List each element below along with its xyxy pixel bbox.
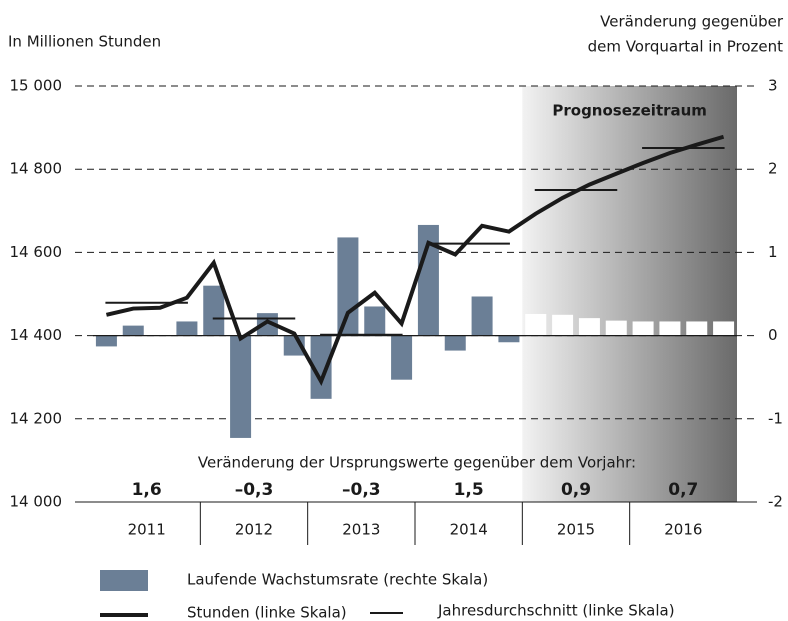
x-tick-label: 2012 — [235, 521, 273, 539]
line — [105, 134, 725, 387]
bar — [552, 314, 574, 336]
bar — [713, 321, 735, 336]
bar — [659, 321, 681, 336]
x-tick-label: 2016 — [664, 521, 702, 539]
y2-axis-label: Veränderung gegenüber — [600, 13, 784, 31]
annual-change-label: 0,9 — [561, 480, 591, 500]
x-tick-label: 2011 — [128, 521, 166, 539]
y2-tick-label: 0 — [768, 326, 778, 344]
legend-label: Stunden (linke Skala) — [187, 604, 347, 621]
legend-label: Laufende Wachstumsrate (rechte Skala) — [187, 571, 488, 589]
annual-change-label: 1,5 — [454, 480, 484, 500]
y2-tick-label: -2 — [768, 493, 783, 511]
bar — [337, 237, 359, 336]
bar — [632, 321, 654, 336]
y-tick-label: 14 600 — [10, 243, 63, 261]
annual-change-label: –0,3 — [342, 480, 381, 500]
bar — [471, 296, 493, 336]
bar — [95, 335, 117, 347]
y-tick-label: 14 200 — [10, 409, 63, 427]
bar — [444, 335, 466, 351]
bar — [364, 306, 386, 336]
bar — [391, 335, 413, 380]
bar — [310, 335, 332, 399]
forecast-label: Prognosezeitraum — [552, 102, 707, 120]
y2-tick-label: 1 — [768, 243, 778, 261]
y2-tick-label: 2 — [768, 160, 778, 178]
bar — [122, 325, 144, 336]
legend-swatch — [100, 570, 148, 591]
annual-title: Veränderung der Ursprungswerte gegenüber… — [198, 454, 636, 472]
bar — [176, 321, 198, 336]
bar — [230, 335, 252, 438]
annual-change-label: –0,3 — [235, 480, 274, 500]
legend-label: Jahresdurchschnitt (linke Skala) — [437, 602, 675, 620]
bar — [605, 320, 627, 336]
y2-axis-label: dem Vorquartal in Prozent — [588, 38, 784, 56]
bar — [525, 313, 547, 336]
forecast-region — [522, 86, 737, 502]
bar — [686, 321, 708, 336]
bar — [578, 318, 600, 336]
bar — [498, 335, 520, 343]
y2-tick-label: -1 — [768, 409, 783, 427]
y-tick-label: 15 000 — [10, 77, 63, 95]
annual-change-label: 0,7 — [668, 480, 698, 500]
x-tick-label: 2013 — [342, 521, 380, 539]
y-tick-label: 14 400 — [10, 326, 63, 344]
x-tick-label: 2014 — [450, 521, 488, 539]
y-axis-label: In Millionen Stunden — [8, 33, 161, 51]
y-tick-label: 14 800 — [10, 160, 63, 178]
bar — [203, 285, 225, 336]
annual-change-label: 1,6 — [132, 480, 162, 500]
y-tick-label: 14 000 — [10, 493, 63, 511]
y2-tick-label: 3 — [768, 77, 778, 95]
x-tick-label: 2015 — [557, 521, 595, 539]
